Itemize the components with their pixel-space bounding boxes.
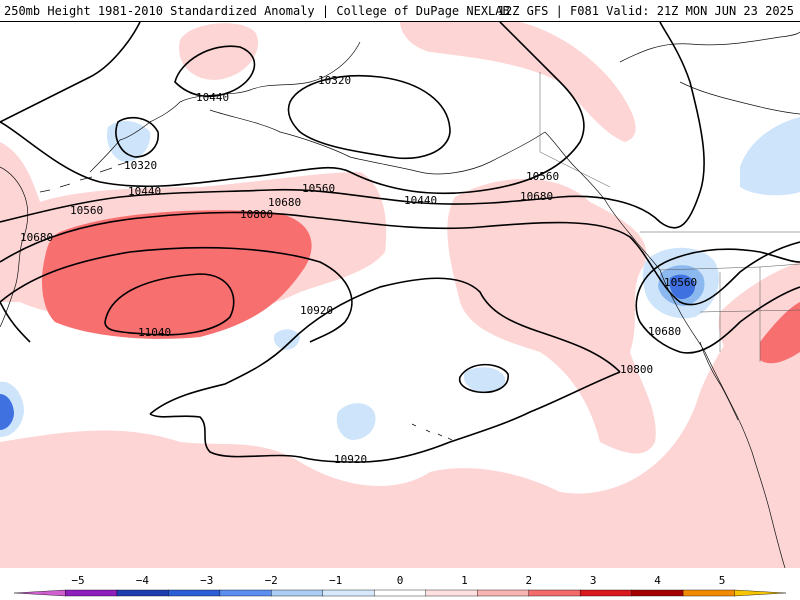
neg-anomaly-area: [740, 117, 800, 196]
russia-coast: [0, 166, 29, 328]
contour-label: 10680: [268, 196, 301, 209]
colorbar-segment: [271, 589, 324, 597]
contour-label: 10680: [520, 190, 553, 203]
pos-anomaly-area: [447, 178, 656, 454]
colorbar-segment: [13, 589, 66, 597]
colorbar-segment: [65, 589, 118, 597]
colorbar-tick-label: −2: [265, 574, 278, 587]
colorbar-segment: [631, 589, 684, 597]
contour-label: 10320: [124, 159, 157, 172]
contour-10560: [0, 22, 705, 229]
colorbar-segment: [425, 589, 478, 597]
colorbar-tick-label: −3: [200, 574, 213, 587]
pos-anomaly-area: [400, 22, 636, 142]
colorbar-tick-label: 3: [590, 574, 597, 587]
contour-label: 10800: [240, 208, 273, 221]
contour-label: 10560: [526, 170, 559, 183]
colorbar-tick-label: −1: [329, 574, 342, 587]
colorbar-tick-label: −5: [71, 574, 84, 587]
contour-label: 10680: [648, 325, 681, 338]
neg-anomaly-area: [336, 403, 376, 440]
contour-label: 10920: [334, 453, 367, 466]
contour-10440: [0, 22, 585, 195]
us-west-coast: [659, 269, 786, 568]
contour-label: 10560: [664, 276, 697, 289]
anomaly-colorbar: −5 −4 −3 −2 −1 0 1 2 3 4 5: [13, 574, 787, 597]
contour-10920: [458, 363, 509, 394]
us-state-borders: [539, 72, 800, 362]
pos-anomaly-area: [0, 262, 800, 568]
alaska-coast: [89, 41, 546, 175]
colorbar-tick-label: 1: [461, 574, 468, 587]
canada-coast-north: [619, 31, 800, 63]
header-bar: 250mb Height 1981-2010 Standardized Anom…: [0, 0, 800, 22]
colorbar-tick-label: 5: [719, 574, 726, 587]
contour-label: 10680: [20, 231, 53, 244]
colorbar-segment: [116, 589, 170, 597]
colorbar-tick-labels: −5 −4 −3 −2 −1 0 1 2 3 4 5: [71, 574, 725, 587]
contour-10320-west: [115, 116, 159, 158]
colorbar-tick-label: 0: [397, 574, 404, 587]
contour-label: 10560: [70, 204, 103, 217]
pos-anomaly-core: [42, 210, 312, 339]
contour-label: 11040: [138, 326, 171, 339]
colorbar-segment: [219, 589, 273, 597]
contour-10920-main: [149, 277, 621, 463]
neg-anomaly-area: [106, 120, 151, 162]
colorbar-tick-label: −4: [136, 574, 150, 587]
colorbar-segment: [528, 589, 581, 597]
neg-anomaly-deep: [669, 274, 696, 300]
colorbar-segment: [477, 589, 530, 597]
contour-label: 10920: [300, 304, 333, 317]
contour-label: 10800: [620, 363, 653, 376]
map-title: 250mb Height 1981-2010 Standardized Anom…: [4, 4, 510, 18]
colorbar-segment: [682, 589, 736, 597]
colorbar-segment: [168, 589, 221, 597]
pos-anomaly-core: [760, 302, 800, 364]
colorbar-segment: [322, 589, 375, 597]
contour-label: 10440: [404, 194, 437, 207]
contour-10320-alaska: [287, 74, 451, 159]
model-run-info: 12Z GFS | F081 Valid: 21Z MON JUN 23 202…: [497, 4, 794, 18]
colorbar-tick-label: 2: [525, 574, 532, 587]
contour-label: 10440: [196, 91, 229, 104]
pos-anomaly-area: [179, 23, 259, 80]
colorbar-segment: [579, 589, 633, 597]
aleutian-islands: [39, 161, 129, 193]
contour-10800: [0, 246, 800, 354]
baja-peninsula: [699, 341, 739, 421]
contour-10440-west: [174, 45, 256, 98]
contour-label: 10560: [302, 182, 335, 195]
colorbar-segment: [374, 589, 427, 597]
neg-anomaly-area: [273, 329, 300, 350]
anomaly-fill-layer: [0, 22, 800, 568]
contour-10680: [0, 211, 800, 306]
anomaly-map: 10440 10320 10320 10440 10560 10560 1068…: [0, 22, 800, 568]
contour-labels: 10440 10320 10320 10440 10560 10560 1068…: [20, 74, 697, 466]
contour-label: 10320: [318, 74, 351, 87]
colorbar-tick-label: 4: [654, 574, 661, 587]
hawaii-islands: [411, 423, 453, 441]
contour-11040: [104, 273, 235, 336]
neg-anomaly-core: [0, 394, 14, 430]
colorbar-segments: [13, 589, 787, 597]
height-contour-layer: [0, 22, 800, 463]
colorbar-segment: [734, 589, 787, 597]
hudson-area: [679, 81, 800, 115]
contour-label: 10440: [128, 185, 161, 198]
neg-anomaly-area: [463, 367, 506, 393]
